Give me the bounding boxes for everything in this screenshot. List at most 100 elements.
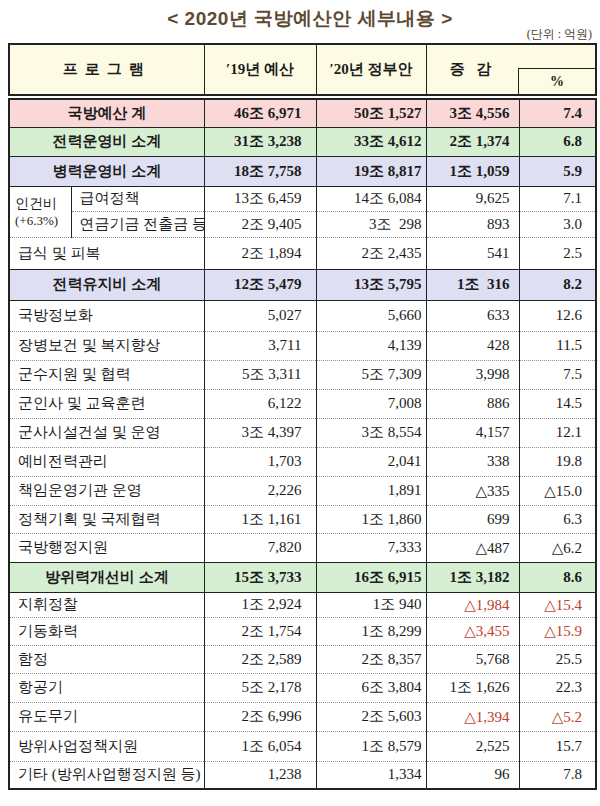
page: < 2020년 국방예산안 세부내용 > (단위 : 억원) 프로그램 ′19년…: [0, 0, 600, 806]
row-label: 함정: [9, 645, 204, 673]
row-subtotal: 전력유지비 소계 12조 5,479 13조 5,795 1조 316 8.2: [9, 269, 596, 300]
cell-y19: 5조 2,178: [204, 673, 316, 702]
col-header-y19: ′19년 예산: [204, 44, 316, 97]
cell-pct: 6.3: [519, 505, 596, 533]
cell-pct: 5.9: [519, 156, 596, 186]
cell-y19: 7,820: [204, 533, 316, 562]
row-label: 국방행정지원: [9, 533, 204, 562]
row-subtotal: 병력운영비 소계 18조 7,758 19조 8,817 1조 1,059 5.…: [9, 156, 596, 186]
row-detail: 국방행정지원 7,820 7,333 △487 △6.2: [9, 533, 596, 562]
row-detail: 함정 2조 2,589 2조 8,357 5,768 25.5: [9, 645, 596, 673]
cell-pct: 3.0: [519, 211, 596, 237]
row-label: 병력운영비 소계: [9, 156, 204, 186]
row-detail: 지휘정찰 1조 2,924 1조 940 △1,984 △15.4: [9, 592, 596, 617]
header-row: 프로그램 ′19년 예산 ′20년 정부안 증 감%: [9, 44, 596, 97]
row-detail: 군인사 및 교육훈련 6,122 7,008 886 14.5: [9, 389, 596, 418]
row-label: 예비전력관리: [9, 447, 204, 476]
row-label: 연금기금 전출금 등: [71, 211, 204, 237]
cell-y19: 12조 5,479: [204, 269, 316, 300]
cell-y19: 1조 1,161: [204, 505, 316, 533]
cell-pct: 22.3: [519, 673, 596, 702]
cell-pct: 15.7: [519, 731, 596, 761]
row-group-label: 인건비(+6.3%): [9, 186, 71, 237]
row-label: 기동화력: [9, 617, 204, 645]
cell-diff: 699: [426, 505, 519, 533]
row-subtotal: 방위력개선비 소계 15조 3,733 16조 6,915 1조 3,182 8…: [9, 562, 596, 592]
cell-y19: 2조 2,589: [204, 645, 316, 673]
cell-pct: △15.0: [519, 476, 596, 505]
cell-diff: 1조 1,059: [426, 156, 519, 186]
cell-y20: 7,333: [316, 533, 426, 562]
cell-pct: △6.2: [519, 533, 596, 562]
cell-y20: 7,008: [316, 389, 426, 418]
cell-y20: 1조 940: [316, 592, 426, 617]
col-header-pct-label: %: [518, 68, 595, 94]
cell-y19: 1조 2,924: [204, 592, 316, 617]
cell-diff: 5,768: [426, 645, 519, 673]
row-detail: 기동화력 2조 1,754 1조 8,299 △3,455 △15.9: [9, 617, 596, 645]
cell-diff: 886: [426, 389, 519, 418]
cell-diff: 3조 4,556: [426, 97, 519, 127]
cell-pct: 11.5: [519, 331, 596, 360]
cell-y19: 3조 4,397: [204, 418, 316, 447]
cell-y19: 5,027: [204, 300, 316, 331]
cell-y20: 2,041: [316, 447, 426, 476]
cell-diff: 2조 1,374: [426, 127, 519, 156]
row-label: 군수지원 및 협력: [9, 360, 204, 389]
cell-y20: 6조 3,804: [316, 673, 426, 702]
col-header-diff-label: 증 감: [427, 45, 519, 94]
cell-pct: 8.6: [519, 562, 596, 592]
cell-y20: 2조 2,435: [316, 237, 426, 269]
row-detail: 연금기금 전출금 등 2조 9,405 3조 298 893 3.0: [9, 211, 596, 237]
cell-y20: 33조 4,612: [316, 127, 426, 156]
cell-y20: 1,334: [316, 761, 426, 789]
cell-diff: 1조 316: [426, 269, 519, 300]
cell-pct: 2.5: [519, 237, 596, 269]
cell-pct: △5.2: [519, 702, 596, 731]
cell-pct: 7.8: [519, 761, 596, 789]
cell-diff: 3,998: [426, 360, 519, 389]
cell-y19: 6,122: [204, 389, 316, 418]
cell-y19: 1,703: [204, 447, 316, 476]
cell-y20: 14조 6,084: [316, 186, 426, 211]
cell-y19: 5조 3,311: [204, 360, 316, 389]
cell-y19: 2조 9,405: [204, 211, 316, 237]
cell-y20: 5조 7,309: [316, 360, 426, 389]
cell-diff: △487: [426, 533, 519, 562]
cell-y19: 2,226: [204, 476, 316, 505]
cell-y20: 1,891: [316, 476, 426, 505]
page-title: < 2020년 국방예산안 세부내용 >: [20, 6, 600, 32]
cell-diff: 633: [426, 300, 519, 331]
row-label: 국방예산 계: [9, 97, 204, 127]
cell-diff: 338: [426, 447, 519, 476]
cell-diff: 893: [426, 211, 519, 237]
row-subtotal: 전력운영비 소계 31조 3,238 33조 4,612 2조 1,374 6.…: [9, 127, 596, 156]
row-detail: 군사시설건설 및 운영 3조 4,397 3조 8,554 4,157 12.1: [9, 418, 596, 447]
cell-y19: 13조 6,459: [204, 186, 316, 211]
row-label: 정책기획 및 국제협력: [9, 505, 204, 533]
budget-table: 프로그램 ′19년 예산 ′20년 정부안 증 감% 국방예산 계 46조 6,…: [8, 43, 597, 790]
cell-pct: 8.2: [519, 269, 596, 300]
row-detail: 예비전력관리 1,703 2,041 338 19.8: [9, 447, 596, 476]
cell-y20: 1조 8,579: [316, 731, 426, 761]
cell-diff: 1조 1,626: [426, 673, 519, 702]
cell-y20: 1조 1,860: [316, 505, 426, 533]
cell-diff: 1조 3,182: [426, 562, 519, 592]
cell-pct: 12.6: [519, 300, 596, 331]
row-label: 국방정보화: [9, 300, 204, 331]
col-header-diff: 증 감%: [426, 44, 596, 97]
row-detail: 항공기 5조 2,178 6조 3,804 1조 1,626 22.3: [9, 673, 596, 702]
cell-diff: △3,455: [426, 617, 519, 645]
row-detail: 급식 및 피복 2조 1,894 2조 2,435 541 2.5: [9, 237, 596, 269]
row-detail: 기타 (방위사업행정지원 등) 1,238 1,334 96 7.8: [9, 761, 596, 789]
row-detail: 국방정보화 5,027 5,660 633 12.6: [9, 300, 596, 331]
cell-pct: 7.4: [519, 97, 596, 127]
cell-y19: 15조 3,733: [204, 562, 316, 592]
row-label: 전력유지비 소계: [9, 269, 204, 300]
cell-y19: 2조 1,754: [204, 617, 316, 645]
cell-pct: △15.9: [519, 617, 596, 645]
row-detail: 장병보건 및 복지향상 3,711 4,139 428 11.5: [9, 331, 596, 360]
cell-diff: 541: [426, 237, 519, 269]
cell-y19: 1,238: [204, 761, 316, 789]
cell-pct: 19.8: [519, 447, 596, 476]
